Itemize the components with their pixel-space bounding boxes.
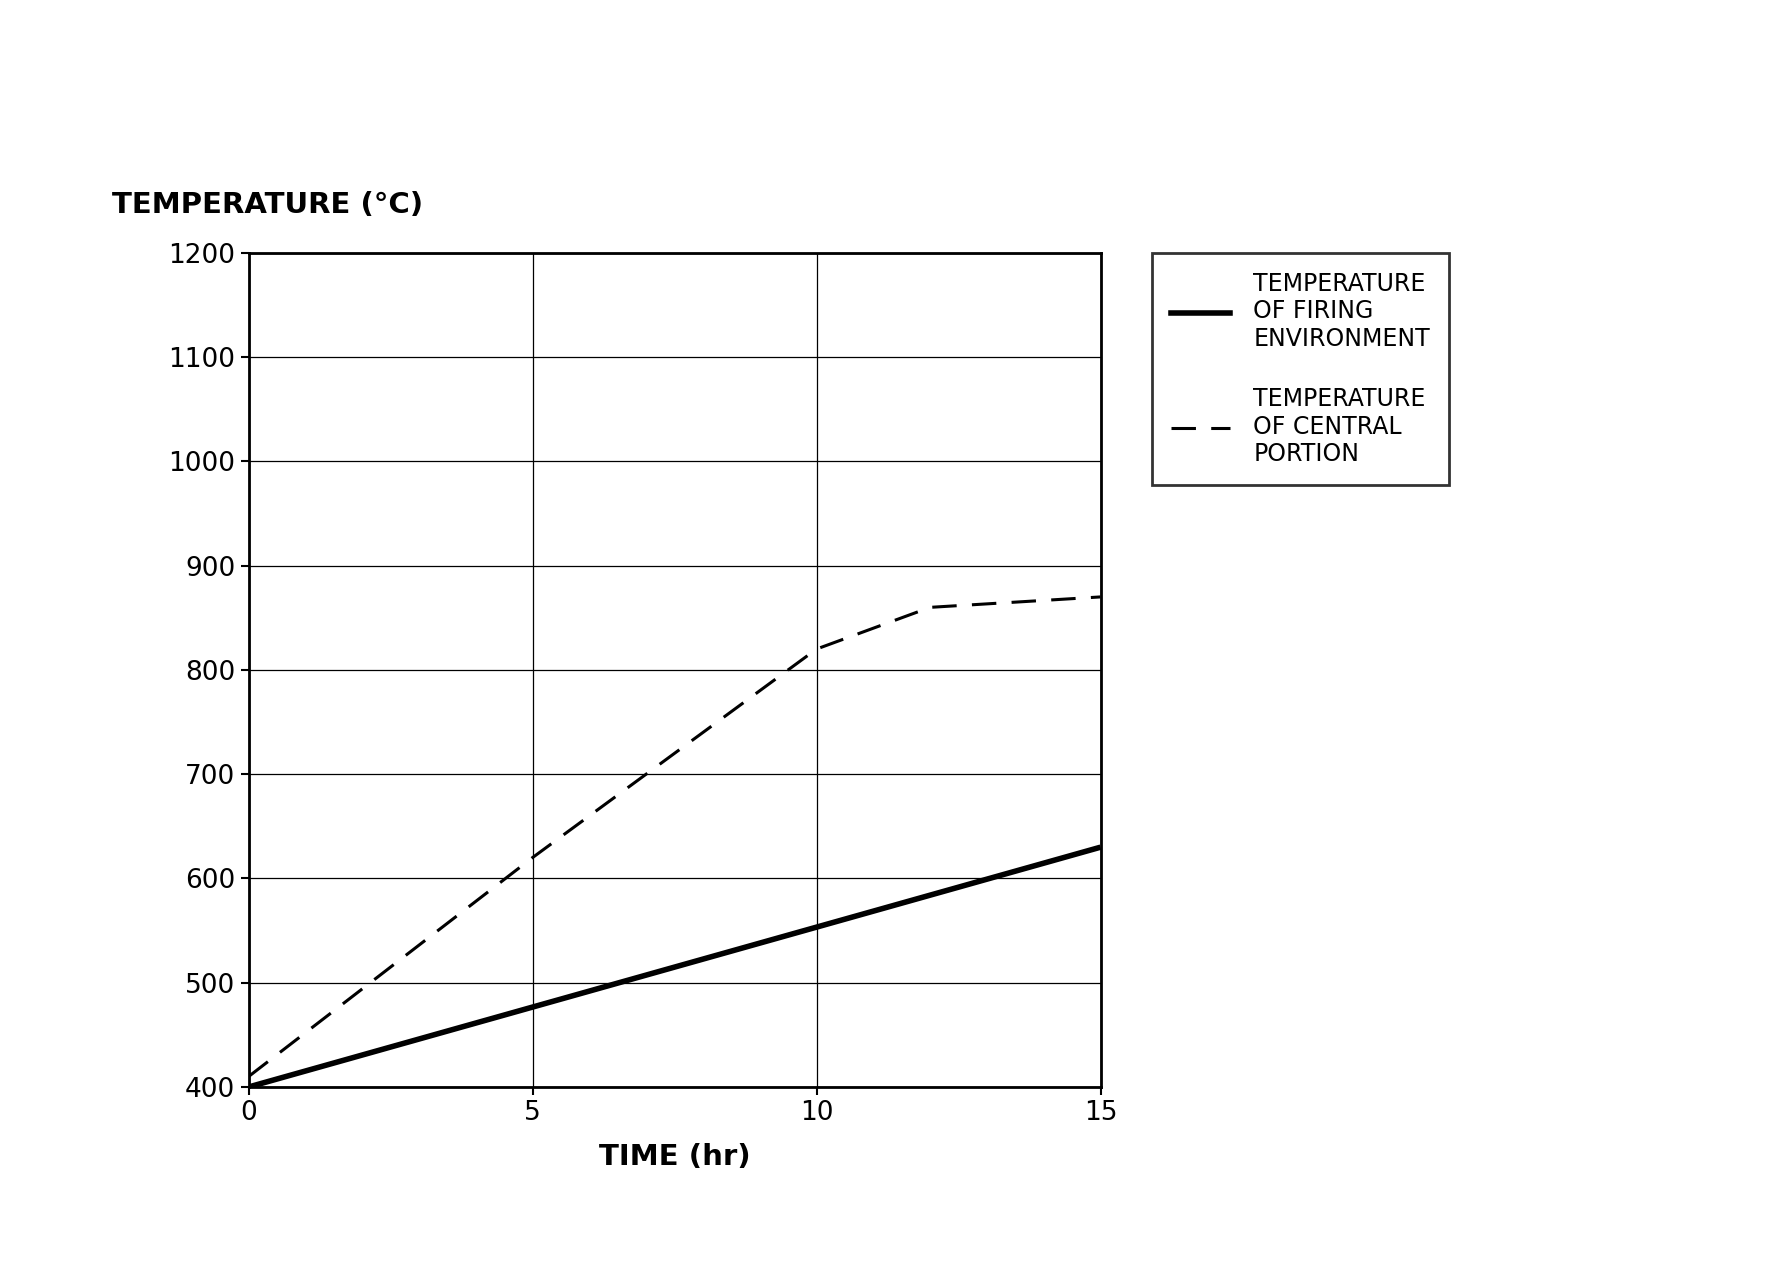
- Text: TEMPERATURE (°C): TEMPERATURE (°C): [112, 191, 422, 220]
- X-axis label: TIME (hr): TIME (hr): [598, 1143, 751, 1170]
- Legend: TEMPERATURE
OF FIRING
ENVIRONMENT, TEMPERATURE
OF CENTRAL
PORTION: TEMPERATURE OF FIRING ENVIRONMENT, TEMPE…: [1152, 253, 1448, 485]
